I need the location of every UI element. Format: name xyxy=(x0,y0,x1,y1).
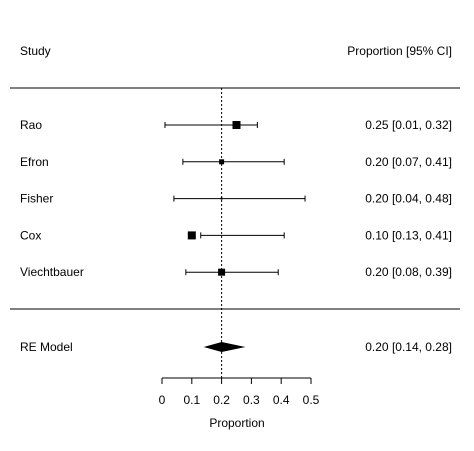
estimate-column-header: Proportion [95% CI] xyxy=(347,44,452,58)
study-name: Rao xyxy=(20,118,42,132)
study-column-header: Study xyxy=(20,44,51,58)
summary-diamond xyxy=(203,342,246,352)
study-name: Viechtbauer xyxy=(20,265,84,279)
x-tick-label: 0 xyxy=(159,393,166,407)
study-name: Cox xyxy=(20,228,41,242)
x-tick-label: 0.4 xyxy=(273,393,290,407)
summary-estimate-label: 0.20 [0.14, 0.28] xyxy=(365,340,452,354)
x-tick-label: 0.5 xyxy=(303,393,320,407)
summary-label: RE Model xyxy=(20,340,73,354)
x-tick-label: 0.3 xyxy=(243,393,260,407)
study-row-efron: Efron 0.20 [0.07, 0.41] xyxy=(20,155,452,169)
study-estimate-label: 0.10 [0.13, 0.41] xyxy=(365,228,452,242)
x-axis-label: Proportion xyxy=(209,416,264,430)
study-estimate-label: 0.20 [0.07, 0.41] xyxy=(365,155,452,169)
study-row-rao: Rao 0.25 [0.01, 0.32] xyxy=(20,118,452,132)
point-estimate-marker xyxy=(220,197,223,200)
study-name: Efron xyxy=(20,155,49,169)
study-rows: Rao 0.25 [0.01, 0.32] Efron 0.20 [0.07, 0.4… xyxy=(20,118,452,279)
study-estimate-label: 0.20 [0.04, 0.48] xyxy=(365,192,452,206)
point-estimate-marker xyxy=(218,268,226,276)
study-name: Fisher xyxy=(20,192,53,206)
x-tick-label: 0.1 xyxy=(183,393,200,407)
x-axis: 0 0.1 0.2 0.3 0.4 0.5 xyxy=(159,377,320,407)
point-estimate-marker xyxy=(219,159,225,165)
point-estimate-marker xyxy=(187,231,196,240)
point-estimate-marker xyxy=(232,121,241,129)
study-row-fisher: Fisher 0.20 [0.04, 0.48] xyxy=(20,192,452,206)
study-estimate-label: 0.20 [0.08, 0.39] xyxy=(365,265,452,279)
study-estimate-label: 0.25 [0.01, 0.32] xyxy=(365,118,452,132)
x-tick-label: 0.2 xyxy=(213,393,230,407)
study-row-viechtbauer: Viechtbauer 0.20 [0.08, 0.39] xyxy=(20,265,452,279)
study-row-cox: Cox 0.10 [0.13, 0.41] xyxy=(20,228,452,242)
